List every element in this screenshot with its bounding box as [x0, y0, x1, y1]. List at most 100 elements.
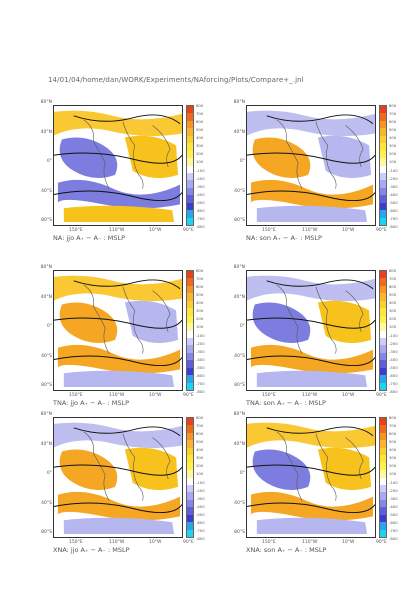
colorbar-tick-label: 400 — [389, 135, 397, 141]
colorbar-swatch — [187, 514, 193, 523]
colorbar-tick-label: -400 — [196, 356, 205, 362]
colorbar-tick-label: -300 — [389, 495, 398, 501]
colorbar-tick-label: -400 — [196, 503, 205, 509]
colorbar-tick-label: -400 — [389, 191, 398, 197]
colorbar-tick-label: 100 — [389, 471, 397, 477]
latitude-label: 40°S — [41, 189, 52, 194]
colorbar-swatch — [380, 323, 386, 331]
colorbar-tick-label: -400 — [196, 191, 205, 197]
colorbar-swatch — [380, 217, 386, 225]
longitude-label: 110°W — [109, 393, 125, 398]
latitude-label: 80°S — [234, 530, 245, 535]
colorbar-tick-label: -300 — [196, 495, 205, 501]
colorbar-swatch — [380, 522, 386, 530]
colorbar-swatch — [380, 375, 386, 383]
longitude-label: 10°W — [342, 393, 355, 398]
colorbar-swatch — [187, 522, 193, 530]
latitude-label: 40°S — [234, 501, 245, 506]
colorbar-tick-label: 500 — [196, 292, 204, 298]
colorbar-tick-label: -600 — [196, 372, 205, 378]
colorbar-tick-label: -700 — [196, 527, 205, 533]
colorbar-swatch — [187, 425, 193, 433]
colorbar-swatch — [187, 308, 193, 316]
longitude-label: 10°W — [342, 228, 355, 233]
colorbar-tick-label: 600 — [389, 284, 397, 290]
latitude-label: 80°N — [40, 412, 52, 417]
colorbar-swatch — [187, 499, 193, 508]
colorbar-tick-label: 700 — [389, 276, 397, 282]
longitude-label: 110°W — [109, 228, 125, 233]
colorbar-swatch — [187, 150, 193, 159]
panel-caption: TNA: son A₊ − A₋ : MSLP — [246, 399, 326, 407]
colorbar-tick-label: 300 — [389, 455, 397, 461]
colorbar-tick-label: -100 — [389, 167, 398, 173]
colorbar-swatch — [187, 271, 193, 279]
colorbar-tick-label: -100 — [389, 479, 398, 485]
colorbar-swatch — [187, 315, 193, 324]
colorbar-swatch — [380, 106, 386, 114]
latitude-label: 40°N — [233, 295, 245, 300]
colorbar-swatch — [187, 360, 193, 368]
colorbar-tick-label: -400 — [389, 503, 398, 509]
colorbar-swatch — [187, 202, 193, 211]
panel-caption: TNA: jjo A₊ − A₋ : MSLP — [53, 399, 130, 407]
longitude-label: 10°W — [149, 228, 162, 233]
colorbar-swatch — [380, 492, 386, 500]
colorbar-swatch — [380, 315, 386, 324]
latitude-label: 80°S — [41, 218, 52, 223]
latitude-label: 40°S — [234, 354, 245, 359]
colorbar-tick-label: 500 — [389, 127, 397, 133]
colorbar-tick-label: 300 — [196, 308, 204, 314]
colorbar-swatch — [187, 165, 193, 173]
colorbar-swatch — [187, 484, 193, 493]
colorbar-tick-label: -600 — [196, 519, 205, 525]
colorbar-tick-label: -400 — [389, 356, 398, 362]
colorbar — [379, 105, 387, 226]
colorbar-tick-label: 200 — [196, 463, 204, 469]
colorbar — [186, 105, 194, 226]
latitude-label: 40°N — [40, 442, 52, 447]
colorbar-tick-label: 200 — [196, 316, 204, 322]
longitude-label: 90°E — [376, 393, 387, 398]
colorbar-tick-label: -500 — [196, 364, 205, 370]
colorbar-swatch — [187, 440, 193, 448]
longitude-label: 150°E — [69, 228, 83, 233]
colorbar-tick-label: 800 — [196, 103, 204, 108]
latitude-label: 80°S — [41, 530, 52, 535]
colorbar-tick-label: -200 — [196, 340, 205, 346]
latitude-label: 40°S — [234, 189, 245, 194]
colorbar-tick-label: -600 — [389, 519, 398, 525]
colorbar-swatch — [187, 330, 193, 338]
colorbar-swatch — [187, 507, 193, 515]
colorbar-swatch — [187, 382, 193, 390]
latitude-label: 80°N — [233, 412, 245, 417]
colorbar-swatch — [380, 447, 386, 456]
colorbar-swatch — [380, 195, 386, 203]
colorbar-swatch — [380, 271, 386, 279]
latitude-label: 80°S — [41, 383, 52, 388]
colorbar-swatch — [187, 432, 193, 441]
colorbar-tick-label: 500 — [196, 439, 204, 445]
colorbar-tick-label: -500 — [196, 199, 205, 205]
colorbar-swatch — [380, 484, 386, 493]
colorbar-tick-label: -200 — [196, 487, 205, 493]
colorbar-swatch — [380, 345, 386, 353]
colorbar-tick-label: 400 — [196, 300, 204, 306]
colorbar-swatch — [187, 143, 193, 151]
colorbar-tick-label: -800 — [196, 389, 205, 394]
colorbar-tick-label: -500 — [389, 199, 398, 205]
latitude-label: 80°S — [234, 218, 245, 223]
colorbar-swatch — [380, 440, 386, 448]
latitude-label: 0° — [239, 324, 245, 329]
colorbar-tick-label: 800 — [389, 103, 397, 108]
colorbar-swatch — [187, 323, 193, 331]
latitude-label: 40°S — [41, 501, 52, 506]
colorbar-tick-label: 400 — [196, 447, 204, 453]
colorbar-tick-label: 100 — [196, 159, 204, 165]
colorbar-swatch — [187, 120, 193, 129]
longitude-label: 90°E — [183, 393, 194, 398]
mslp-anomaly-map — [246, 417, 376, 538]
colorbar-tick-label: -800 — [389, 536, 398, 541]
colorbar-tick-label: 400 — [389, 300, 397, 306]
longitude-label: 110°W — [302, 228, 318, 233]
